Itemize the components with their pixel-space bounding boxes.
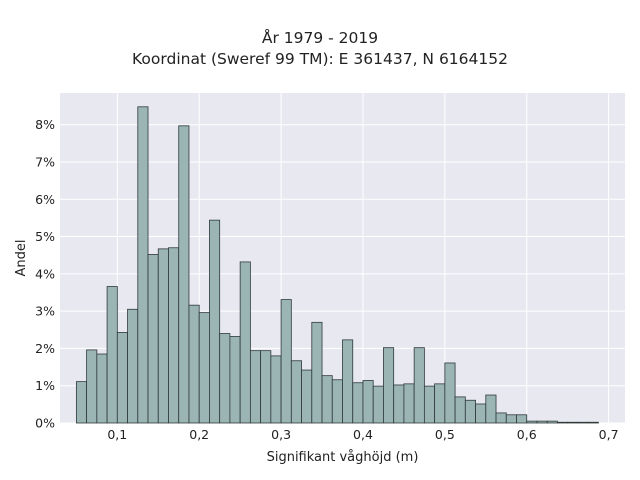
histogram-bar — [444, 362, 456, 424]
histogram-bar — [526, 420, 538, 424]
y-tick-label: 7% — [35, 154, 55, 169]
histogram-bar — [557, 421, 569, 424]
histogram-bar — [209, 219, 221, 424]
histogram-bar — [198, 312, 210, 424]
y-tick-label: 0% — [35, 416, 55, 431]
x-tick-label: 0,3 — [271, 427, 291, 442]
histogram-bar — [270, 355, 282, 424]
histogram-bar — [280, 299, 292, 424]
histogram-bar — [116, 331, 128, 424]
tick-labels: 0% 1% 2% 3% 4% 5% 6% 7% 8% 0,1 0,2 0,3 0,4 0,5 0,6 0,7 — [35, 117, 618, 442]
histogram-bar — [516, 414, 528, 424]
histogram-bar — [546, 420, 558, 424]
y-tick-label: 8% — [35, 117, 55, 132]
histogram-bar — [311, 321, 323, 424]
y-axis-label: Andel — [14, 240, 29, 277]
histogram-bar — [188, 304, 200, 424]
y-tick-label: 4% — [35, 266, 55, 281]
histogram-bar — [577, 421, 589, 424]
histogram-bar — [505, 414, 517, 424]
histogram-bar — [362, 380, 374, 424]
histogram-bar — [536, 420, 548, 424]
chart-subtitle: Koordinat (Sweref 99 TM): E 361437, N 61… — [132, 50, 508, 68]
y-tick-label: 6% — [35, 192, 55, 207]
histogram-bar — [96, 353, 108, 424]
histogram-bar — [587, 421, 599, 424]
x-tick-label: 0,7 — [599, 427, 619, 442]
histogram-bar — [372, 385, 384, 424]
histogram-bar — [147, 254, 159, 424]
histogram-bar — [249, 350, 262, 424]
chart-title: År 1979 - 2019 — [261, 29, 379, 47]
x-tick-label: 0,4 — [353, 427, 373, 442]
histogram-bar — [342, 339, 354, 424]
y-tick-label: 5% — [35, 229, 55, 244]
histogram-bar — [567, 421, 579, 424]
histogram-bar — [239, 261, 251, 424]
histogram-bar — [393, 384, 405, 424]
histogram-bar — [454, 396, 466, 424]
histogram-bar — [219, 333, 231, 424]
histogram-bar — [331, 379, 343, 424]
x-tick-label: 0,2 — [189, 427, 209, 442]
histogram-bar — [413, 347, 425, 424]
grid — [60, 93, 625, 424]
histogram-bar — [485, 394, 497, 424]
histogram-bar — [383, 347, 395, 424]
bars — [75, 106, 599, 424]
histogram-bar — [423, 385, 436, 424]
histogram-bar — [352, 382, 364, 424]
histogram-bar — [495, 412, 507, 424]
y-tick-label: 2% — [35, 341, 55, 356]
x-tick-label: 0,1 — [107, 427, 127, 442]
histogram-bar — [168, 247, 180, 424]
histogram-bar — [157, 248, 169, 424]
histogram-bar — [434, 383, 446, 424]
y-tick-label: 1% — [35, 378, 55, 393]
histogram-bar — [464, 399, 476, 424]
histogram-bar — [260, 350, 272, 424]
histogram-bar — [127, 308, 139, 424]
histogram-bar — [321, 375, 333, 424]
y-tick-label: 3% — [35, 304, 55, 319]
histogram-bar — [178, 125, 190, 424]
x-tick-label: 0,5 — [435, 427, 455, 442]
histogram-bar — [475, 403, 487, 424]
x-tick-label: 0,6 — [517, 427, 537, 442]
histogram-bar — [229, 336, 241, 424]
histogram-bar — [86, 349, 98, 424]
histogram-bar — [137, 106, 149, 424]
histogram-bar — [106, 286, 118, 424]
histogram-bar — [75, 381, 88, 424]
x-axis-label: Signifikant våghöjd (m) — [267, 450, 419, 465]
histogram-bar — [301, 369, 313, 424]
histogram-bar — [403, 383, 415, 424]
histogram-bar — [290, 360, 302, 424]
